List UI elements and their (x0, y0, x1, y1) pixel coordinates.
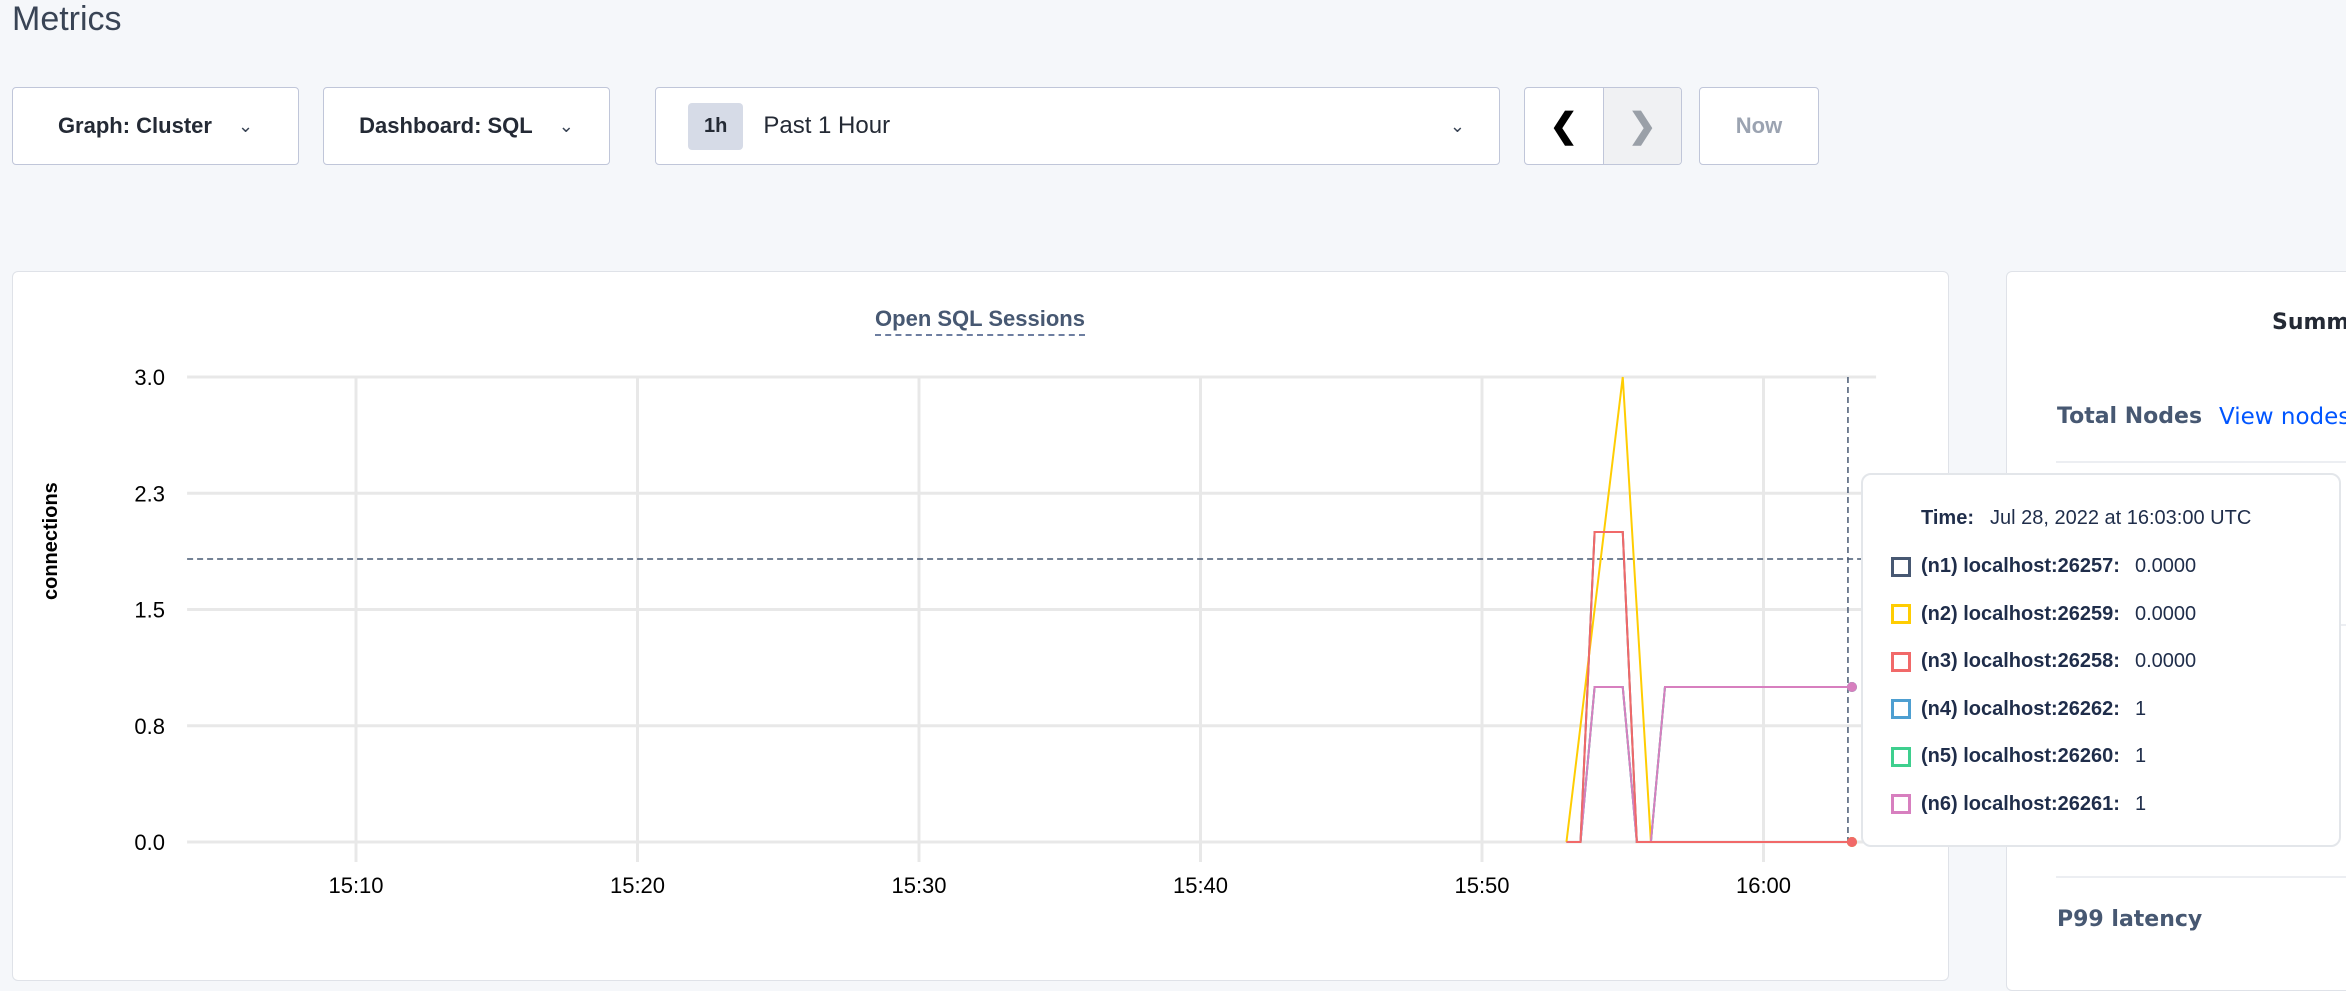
dashboard-selector-dropdown[interactable]: Dashboard: SQL ⌄ (323, 87, 610, 165)
chart-title-text[interactable]: Open SQL Sessions (875, 306, 1085, 336)
tooltip-row: (n2) localhost:26259: 0.0000 (1891, 602, 2196, 626)
divider (2056, 876, 2346, 878)
p99-latency-label: P99 latency (2057, 907, 2203, 932)
previous-time-button[interactable]: ❮ (1525, 88, 1603, 164)
tooltip-row: (n4) localhost:26262: 1 (1891, 697, 2146, 721)
series-line (1566, 531, 1848, 843)
y-tick-label: 2.3 (134, 481, 165, 506)
tooltip-series-label: (n1) localhost:26257: (1921, 555, 2120, 577)
x-tick-label: 15:10 (328, 873, 383, 898)
total-nodes-label: Total Nodes (2057, 404, 2203, 429)
series-swatch-icon (1891, 699, 1911, 719)
series-swatch-icon (1891, 556, 1911, 577)
tooltip-time-label: Time: (1921, 507, 1974, 529)
chevron-down-icon: ⌄ (1449, 115, 1465, 136)
view-nodes-link[interactable]: View nodes (2219, 404, 2346, 430)
x-tick-label: 16:00 (1736, 873, 1791, 898)
series-swatch-icon (1891, 746, 1911, 767)
hover-point (1846, 837, 1857, 847)
tooltip-series-value: 1 (2135, 697, 2147, 720)
tooltip-series-label: (n5) localhost:26260: (1921, 745, 2120, 767)
chevron-right-icon: ❯ (1628, 107, 1657, 145)
tooltip-series-value: 0.0000 (2135, 602, 2197, 625)
tooltip-series-label: (n6) localhost:26261: (1921, 792, 2120, 815)
time-range-dropdown[interactable]: 1h Past 1 Hour ⌄ (655, 87, 1500, 165)
y-tick-label: 3.0 (134, 365, 165, 390)
series-swatch-icon (1891, 604, 1911, 624)
series-line (1566, 686, 1848, 843)
chevron-down-icon: ⌄ (237, 115, 254, 136)
x-tick-label: 15:40 (1173, 873, 1228, 898)
x-tick-label: 15:20 (610, 873, 665, 898)
series-line (1566, 686, 1848, 843)
series-line (1566, 686, 1848, 843)
chevron-left-icon: ❮ (1549, 107, 1579, 145)
tooltip-time-value: Jul 28, 2022 at 16:03:00 UTC (1989, 507, 2252, 529)
chevron-down-icon: ⌄ (558, 115, 574, 136)
y-tick-label: 1.5 (134, 598, 165, 623)
tooltip-row: (n6) localhost:26261: 1 (1891, 792, 2146, 816)
time-range-label: Past 1 Hour (763, 112, 891, 139)
tooltip-series-value: 0.0000 (2135, 650, 2197, 672)
tooltip-series-label: (n2) localhost:26259: (1921, 602, 2120, 625)
chart-title[interactable]: Open SQL Sessions (0, 306, 1960, 336)
x-tick-label: 15:30 (891, 873, 946, 898)
x-tick-label: 15:50 (1454, 873, 1509, 898)
y-tick-label: 0.0 (134, 830, 165, 855)
tooltip-row: (n3) localhost:26258: 0.0000 (1891, 650, 2196, 673)
tooltip-row: (n5) localhost:26260: 1 (1891, 745, 2146, 768)
tooltip-series-label: (n3) localhost:26258: (1921, 650, 2120, 672)
tooltip-row: (n1) localhost:26257: 0.0000 (1891, 555, 2196, 578)
graph-selector-label: Graph: Cluster (57, 113, 212, 138)
summary-heading: Summ (2272, 310, 2346, 335)
graph-selector-dropdown[interactable]: Graph: Cluster ⌄ (12, 87, 299, 165)
tooltip-series-label: (n4) localhost:26262: (1921, 697, 2120, 720)
page-title: Metrics (12, 0, 122, 38)
hover-point (1846, 682, 1857, 692)
now-button[interactable]: Now (1699, 87, 1819, 165)
series-swatch-icon (1891, 651, 1911, 672)
tooltip-series-value: 0.0000 (2135, 555, 2197, 577)
time-navigation: ❮ ❯ (1524, 87, 1682, 165)
tooltip-series-value: 1 (2135, 792, 2147, 815)
time-range-badge: 1h (688, 102, 744, 150)
y-tick-label: 0.8 (134, 714, 165, 739)
dashboard-selector-label: Dashboard: SQL (359, 113, 533, 138)
divider (2056, 461, 2346, 463)
chart-tooltip: Time: Jul 28, 2022 at 16:03:00 UTC (n1) … (1861, 473, 2341, 847)
tooltip-series-value: 1 (2135, 745, 2147, 767)
next-time-button[interactable]: ❯ (1602, 88, 1681, 164)
series-swatch-icon (1891, 794, 1911, 814)
